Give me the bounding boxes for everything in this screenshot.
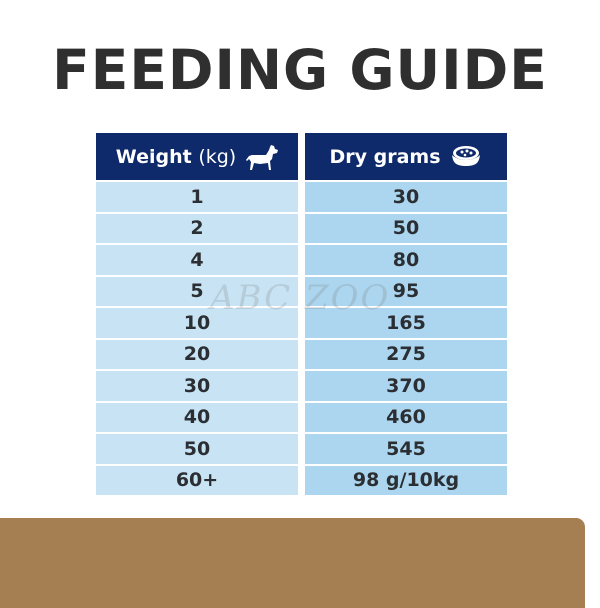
header-weight-label: Weight [115, 145, 192, 168]
grams-cell: 80 [305, 245, 507, 275]
feeding-table: Weight (kg) Dry grams 1 30 2 50 4 80 5 95 10 165 2… [96, 133, 507, 495]
grams-cell: 95 [305, 276, 507, 306]
table-row: 30 370 [96, 371, 507, 401]
table-row: 20 275 [96, 339, 507, 369]
grams-cell: 275 [305, 339, 507, 369]
grams-cell: 165 [305, 308, 507, 338]
table-row: 40 460 [96, 402, 507, 432]
header-weight-unit: (kg) [198, 145, 237, 168]
brown-band [0, 518, 585, 608]
table-row: 50 545 [96, 434, 507, 464]
weight-cell: 10 [96, 308, 298, 338]
table-header: Weight (kg) Dry grams [96, 133, 507, 180]
table-row: 4 80 [96, 245, 507, 275]
weight-cell: 60+ [96, 465, 298, 495]
header-dry-grams: Dry grams [305, 133, 507, 180]
grams-cell: 50 [305, 213, 507, 243]
weight-cell: 50 [96, 434, 298, 464]
grams-cell: 98 g/10kg [305, 465, 507, 495]
weight-cell: 1 [96, 182, 298, 212]
weight-cell: 40 [96, 402, 298, 432]
weight-cell: 20 [96, 339, 298, 369]
weight-cell: 30 [96, 371, 298, 401]
header-weight: Weight (kg) [96, 133, 298, 180]
weight-cell: 4 [96, 245, 298, 275]
weight-cell: 2 [96, 213, 298, 243]
table-row: 1 30 [96, 182, 507, 212]
page-title: FEEDING GUIDE [52, 38, 548, 102]
dog-icon [246, 144, 279, 170]
grams-cell: 545 [305, 434, 507, 464]
table-row: 10 165 [96, 308, 507, 338]
weight-cell: 5 [96, 276, 298, 306]
grams-cell: 30 [305, 182, 507, 212]
table-row: 5 95 [96, 276, 507, 306]
table-row: 60+ 98 g/10kg [96, 465, 507, 495]
food-bowl-icon [451, 145, 480, 166]
grams-cell: 370 [305, 371, 507, 401]
grams-cell: 460 [305, 402, 507, 432]
header-dry-label: Dry grams [329, 145, 441, 168]
table-row: 2 50 [96, 213, 507, 243]
